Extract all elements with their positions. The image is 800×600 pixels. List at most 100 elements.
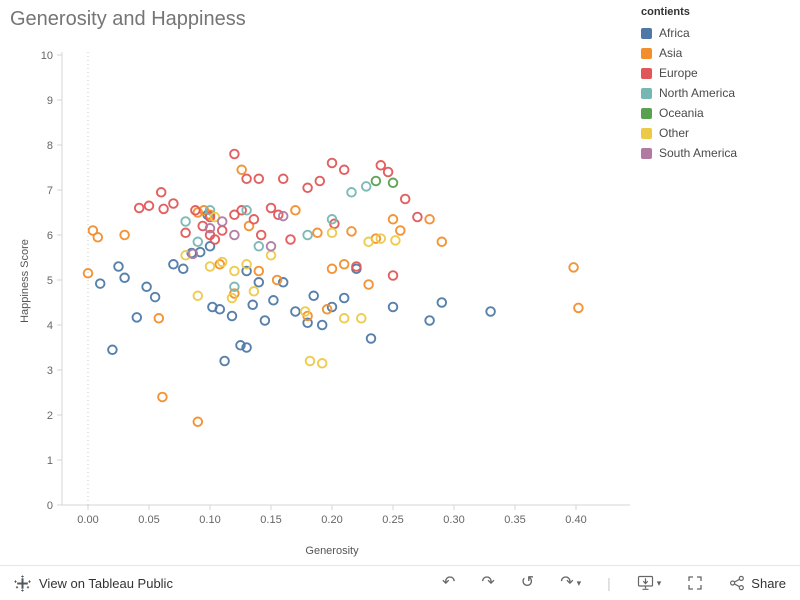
data-point-north-america[interactable] [204, 205, 216, 216]
data-point-africa[interactable] [149, 291, 161, 303]
data-point-asia[interactable] [119, 229, 130, 241]
data-point-other[interactable] [265, 250, 277, 261]
data-point-europe[interactable] [204, 211, 216, 223]
data-point-asia[interactable] [192, 207, 204, 218]
data-point-europe[interactable] [375, 160, 387, 171]
data-point-asia[interactable] [92, 232, 104, 243]
data-point-south-america[interactable] [187, 248, 199, 260]
data-point-europe[interactable] [412, 211, 423, 223]
data-point-south-america[interactable] [277, 210, 289, 222]
data-point-europe[interactable] [143, 200, 155, 212]
data-point-africa[interactable] [177, 263, 189, 275]
data-point-south-america[interactable] [265, 241, 277, 252]
data-point-africa[interactable] [485, 306, 496, 317]
data-point-africa[interactable] [141, 281, 152, 293]
data-point-other[interactable] [248, 286, 260, 297]
data-point-north-america[interactable] [360, 181, 372, 192]
data-point-africa[interactable] [247, 299, 258, 311]
data-point-other[interactable] [209, 211, 221, 223]
data-point-other[interactable] [192, 290, 204, 302]
data-point-africa[interactable] [131, 312, 143, 323]
data-point-asia[interactable] [192, 416, 204, 428]
data-point-europe[interactable] [180, 227, 191, 239]
data-point-north-america[interactable] [192, 236, 204, 248]
data-point-north-america[interactable] [346, 187, 357, 198]
data-point-europe[interactable] [248, 214, 260, 225]
fullscreen-button[interactable] [687, 575, 703, 591]
data-point-africa[interactable] [277, 277, 289, 288]
data-point-other[interactable] [390, 235, 401, 246]
data-point-south-america[interactable] [204, 223, 216, 234]
data-point-europe[interactable] [168, 198, 179, 209]
data-point-europe[interactable] [158, 203, 169, 215]
data-point-africa[interactable] [119, 272, 130, 284]
data-point-europe[interactable] [314, 175, 326, 187]
download-menu-button[interactable]: ▾ [637, 575, 661, 591]
data-point-africa[interactable] [365, 333, 377, 344]
data-point-africa[interactable] [338, 292, 350, 304]
data-point-europe[interactable] [277, 173, 289, 185]
data-point-asia[interactable] [363, 279, 374, 290]
data-point-europe[interactable] [338, 164, 350, 176]
data-point-europe[interactable] [236, 205, 247, 216]
data-point-other[interactable] [304, 355, 316, 367]
data-point-other[interactable] [338, 313, 350, 324]
data-point-africa[interactable] [326, 301, 338, 313]
data-point-europe[interactable] [351, 261, 362, 272]
data-point-asia[interactable] [312, 227, 323, 239]
data-point-africa[interactable] [107, 344, 118, 356]
data-point-africa[interactable] [259, 315, 271, 326]
data-point-other[interactable] [316, 358, 328, 369]
replay-icon[interactable]: ↺ [520, 574, 535, 591]
data-point-asia[interactable] [271, 274, 283, 286]
data-point-africa[interactable] [387, 301, 399, 313]
data-point-asia[interactable] [436, 236, 448, 248]
data-point-asia[interactable] [253, 265, 265, 277]
data-point-asia[interactable] [236, 164, 247, 176]
data-point-north-america[interactable] [326, 214, 338, 225]
data-point-asia[interactable] [395, 225, 406, 236]
legend-item-africa[interactable]: Africa [641, 23, 797, 43]
data-point-africa[interactable] [290, 306, 301, 317]
data-point-oceania[interactable] [370, 175, 382, 187]
data-point-other[interactable] [180, 250, 191, 261]
data-point-africa[interactable] [219, 355, 230, 367]
data-point-africa[interactable] [241, 342, 252, 353]
data-point-other[interactable] [356, 313, 367, 324]
data-point-europe[interactable] [229, 148, 240, 160]
data-point-asia[interactable] [82, 268, 94, 279]
undo-icon[interactable]: ↶ [441, 574, 456, 591]
data-point-other[interactable] [216, 256, 228, 268]
data-point-asia[interactable] [326, 263, 338, 275]
data-point-africa[interactable] [214, 304, 226, 315]
data-point-asia[interactable] [290, 205, 301, 216]
data-point-africa[interactable] [235, 340, 246, 351]
legend-item-other[interactable]: Other [641, 123, 797, 143]
legend-item-south-america[interactable]: South America [641, 143, 797, 163]
data-point-africa[interactable] [168, 259, 179, 270]
data-point-north-america[interactable] [302, 229, 313, 241]
data-point-north-america[interactable] [229, 281, 240, 293]
data-point-africa[interactable] [268, 295, 279, 306]
share-button[interactable]: Share [729, 575, 786, 591]
data-point-africa[interactable] [302, 317, 313, 329]
data-point-africa[interactable] [424, 315, 435, 326]
data-point-other[interactable] [229, 265, 240, 277]
data-point-europe[interactable] [190, 205, 201, 216]
data-point-other[interactable] [363, 236, 374, 248]
data-point-africa[interactable] [204, 241, 216, 252]
data-point-asia[interactable] [346, 226, 357, 237]
resume-menu-button[interactable]: ↷ ▾ [560, 575, 581, 591]
data-point-europe[interactable] [285, 234, 296, 245]
data-point-asia[interactable] [387, 214, 399, 225]
data-point-africa[interactable] [308, 290, 319, 302]
data-point-europe[interactable] [216, 225, 228, 236]
data-point-asia[interactable] [87, 225, 99, 236]
data-point-europe[interactable] [133, 202, 145, 214]
data-point-asia[interactable] [321, 304, 333, 315]
data-point-europe[interactable] [399, 193, 411, 205]
data-point-asia[interactable] [214, 259, 226, 270]
data-point-other[interactable] [326, 227, 338, 239]
data-point-europe[interactable] [387, 270, 399, 281]
legend-item-europe[interactable]: Europe [641, 63, 797, 83]
